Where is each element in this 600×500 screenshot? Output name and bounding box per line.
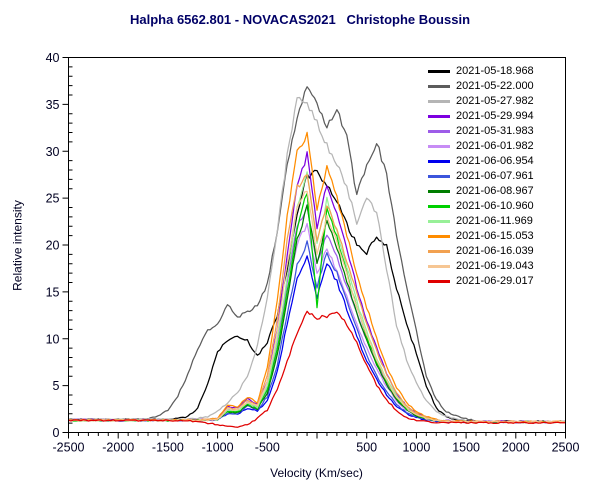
legend-label: 2021-06-01.982 bbox=[456, 140, 534, 152]
legend: 2021-05-18.968 2021-05-22.000 2021-05-27.9… bbox=[428, 64, 534, 289]
legend-swatch bbox=[428, 250, 450, 253]
legend-swatch bbox=[428, 220, 450, 223]
legend-label: 2021-06-06.954 bbox=[456, 155, 534, 167]
legend-label: 2021-06-19.043 bbox=[456, 260, 534, 272]
x-tick-label: -500 bbox=[255, 441, 280, 455]
legend-swatch bbox=[428, 115, 450, 118]
legend-item: 2021-05-22.000 bbox=[428, 79, 534, 94]
legend-swatch bbox=[428, 100, 450, 103]
x-axis-title: Velocity (Km/sec) bbox=[270, 466, 363, 480]
legend-label: 2021-05-29.994 bbox=[456, 110, 534, 122]
legend-swatch bbox=[428, 280, 450, 283]
legend-label: 2021-05-31.983 bbox=[456, 125, 534, 137]
legend-label: 2021-05-27.982 bbox=[456, 95, 534, 107]
legend-item: 2021-06-29.017 bbox=[428, 274, 534, 289]
legend-item: 2021-05-18.968 bbox=[428, 64, 534, 79]
legend-item: 2021-06-01.982 bbox=[428, 139, 534, 154]
legend-swatch bbox=[428, 235, 450, 238]
legend-label: 2021-06-07.961 bbox=[456, 170, 534, 182]
y-tick-label: 40 bbox=[46, 51, 60, 65]
legend-item: 2021-06-19.043 bbox=[428, 259, 534, 274]
legend-swatch bbox=[428, 145, 450, 148]
y-tick-label: 20 bbox=[46, 239, 60, 253]
legend-label: 2021-06-08.967 bbox=[456, 185, 534, 197]
legend-label: 2021-06-29.017 bbox=[456, 275, 534, 287]
legend-item: 2021-06-06.954 bbox=[428, 154, 534, 169]
legend-swatch bbox=[428, 175, 450, 178]
x-tick-label: 2500 bbox=[552, 441, 580, 455]
legend-item: 2021-05-29.994 bbox=[428, 109, 534, 124]
legend-swatch bbox=[428, 130, 450, 133]
y-tick-label: 0 bbox=[53, 426, 60, 440]
legend-swatch bbox=[428, 190, 450, 193]
legend-label: 2021-05-18.968 bbox=[456, 65, 534, 77]
x-tick-label: -1500 bbox=[152, 441, 184, 455]
x-tick-label: -2500 bbox=[53, 441, 85, 455]
y-tick-label: 10 bbox=[46, 332, 60, 346]
legend-swatch bbox=[428, 160, 450, 163]
legend-item: 2021-06-10.960 bbox=[428, 199, 534, 214]
y-axis-title: Relative intensity bbox=[10, 200, 25, 291]
x-tick-label: 1500 bbox=[452, 441, 480, 455]
y-tick-label: 25 bbox=[46, 192, 60, 206]
legend-swatch bbox=[428, 70, 450, 73]
x-tick-label: -1000 bbox=[202, 441, 234, 455]
y-tick-label: 15 bbox=[46, 285, 60, 299]
x-tick-label: 500 bbox=[356, 441, 377, 455]
legend-item: 2021-06-07.961 bbox=[428, 169, 534, 184]
legend-label: 2021-05-22.000 bbox=[456, 80, 534, 92]
series-line-2021-06-29.017 bbox=[68, 310, 566, 428]
x-tick-label: 2000 bbox=[502, 441, 530, 455]
legend-item: 2021-05-31.983 bbox=[428, 124, 534, 139]
legend-item: 2021-05-27.982 bbox=[428, 94, 534, 109]
y-tick-label: 30 bbox=[46, 145, 60, 159]
y-tick-label: 35 bbox=[46, 98, 60, 112]
y-tick-label: 5 bbox=[53, 379, 60, 393]
legend-item: 2021-06-08.967 bbox=[428, 184, 534, 199]
x-tick-label: 1000 bbox=[402, 441, 430, 455]
legend-item: 2021-06-16.039 bbox=[428, 244, 534, 259]
legend-label: 2021-06-10.960 bbox=[456, 200, 534, 212]
chart-title: Halpha 6562.801 - NOVACAS2021 Christophe… bbox=[129, 12, 471, 27]
legend-label: 2021-06-15.053 bbox=[456, 230, 534, 242]
legend-item: 2021-06-11.969 bbox=[428, 214, 534, 229]
legend-label: 2021-06-11.969 bbox=[456, 215, 533, 227]
legend-swatch bbox=[428, 205, 450, 208]
legend-swatch bbox=[428, 85, 450, 88]
x-tick-label: -2000 bbox=[102, 441, 134, 455]
legend-swatch bbox=[428, 265, 450, 268]
legend-item: 2021-06-15.053 bbox=[428, 229, 534, 244]
legend-label: 2021-06-16.039 bbox=[456, 245, 534, 257]
